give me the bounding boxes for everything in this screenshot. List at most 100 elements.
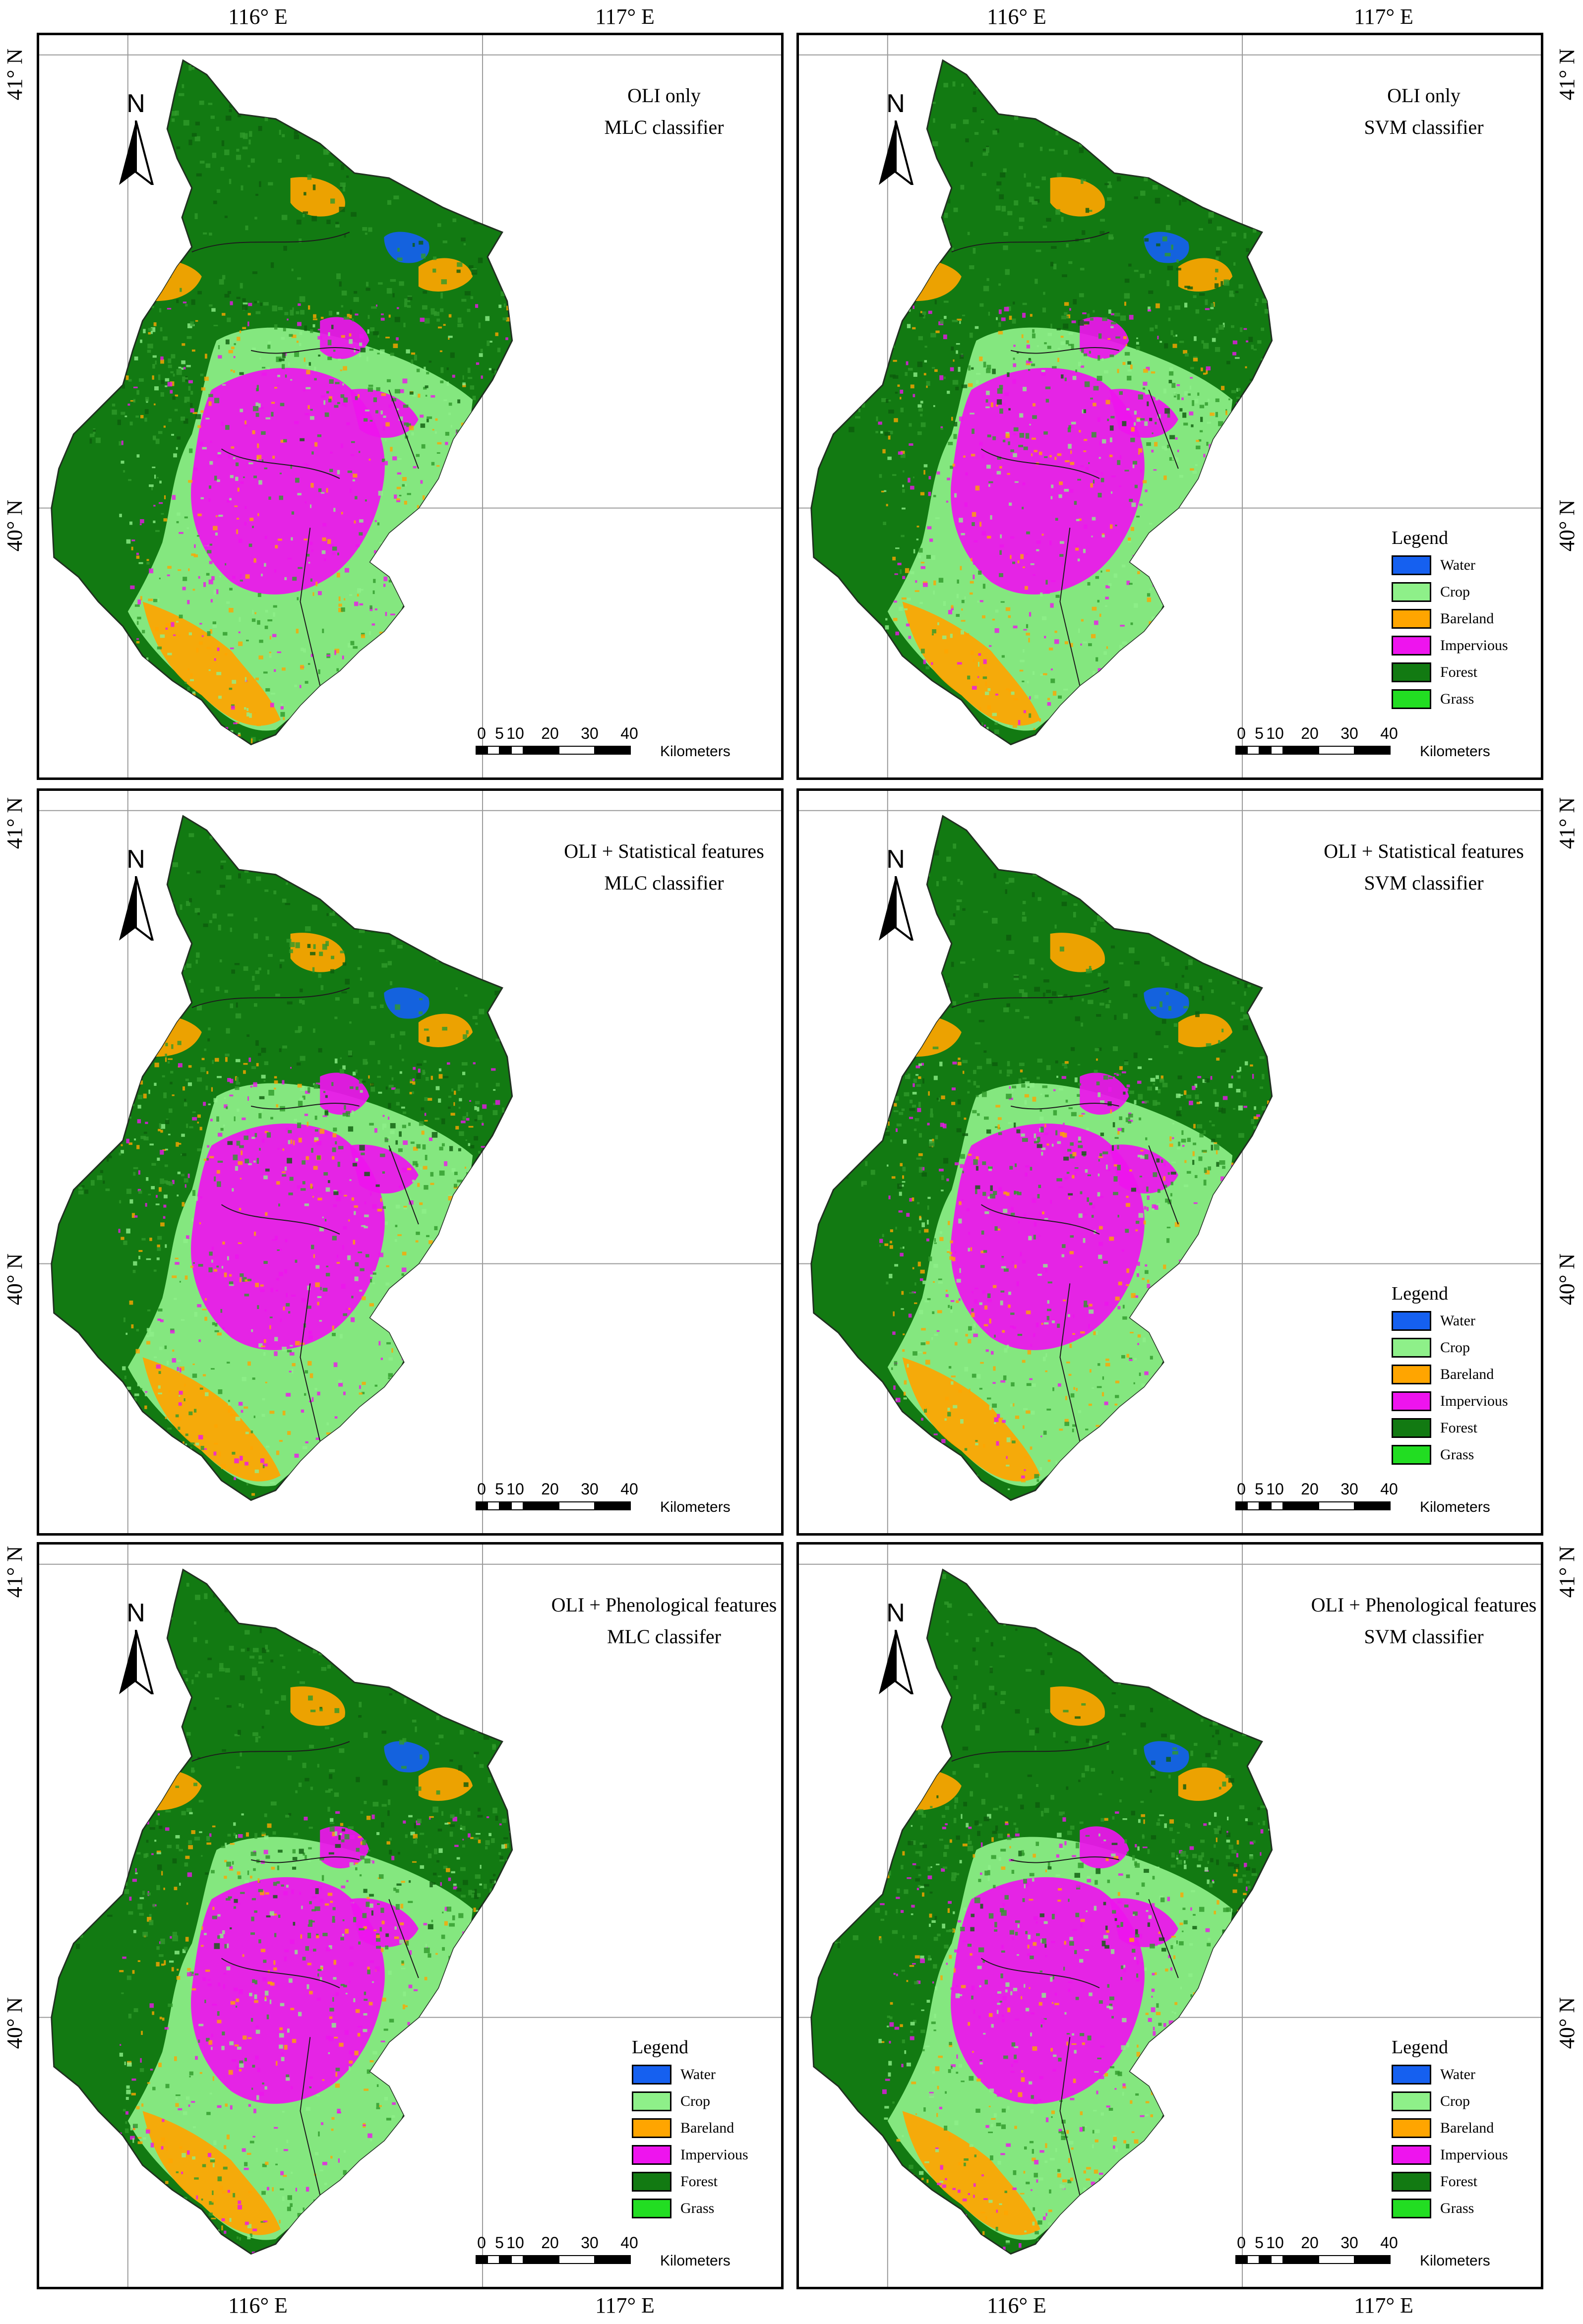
legend-label: Forest <box>1440 1420 1477 1436</box>
legend-label: Grass <box>1440 1446 1474 1463</box>
lat-label-41-left-r3: 41° N <box>2 1546 27 1598</box>
district-boundary <box>388 1145 419 1225</box>
legend-label: Water <box>1440 1312 1475 1329</box>
landcover-patch <box>951 367 1145 595</box>
legend-item: Forest <box>1392 2168 1540 2195</box>
legend-label: Bareland <box>680 2120 734 2136</box>
landcover-patch <box>384 1741 429 1773</box>
lat-label-41-right-r1: 41° N <box>1555 48 1579 101</box>
scale-tick-label: 30 <box>581 1480 599 1498</box>
north-arrow-icon: N <box>873 1599 918 1698</box>
scale-tick-label: 30 <box>581 724 599 742</box>
panel-title: OLI + Phenological features MLC classife… <box>550 1589 778 1653</box>
legend-swatch <box>632 2118 671 2138</box>
map-panel-oli-mlc: OLI only MLC classifier N 0 5 10 20 30 40 Kilo… <box>37 33 784 780</box>
landcover-patch <box>384 987 429 1019</box>
legend-swatch <box>632 2145 671 2165</box>
legend-label: Bareland <box>1440 1366 1494 1382</box>
scale-tick-label: 5 <box>1255 2234 1264 2252</box>
lat-label-40-right-r3: 40° N <box>1555 1997 1579 2049</box>
panel-title-line1: OLI only <box>627 84 701 107</box>
classification-map <box>799 791 1541 1533</box>
scale-tick-label: 0 <box>477 724 486 742</box>
lon-label-117-bottom-right: 117° E <box>1354 2293 1413 2318</box>
district-boundary <box>300 528 321 686</box>
north-arrow-label: N <box>126 845 145 874</box>
legend-swatch <box>1392 2172 1431 2192</box>
landcover-patch <box>290 933 345 972</box>
lat-label-40-right-r1: 40° N <box>1555 499 1579 552</box>
classification-map <box>39 791 781 1533</box>
legend-swatch <box>1392 2199 1431 2218</box>
classification-map <box>799 1545 1541 2287</box>
legend-item: Impervious <box>1392 2142 1540 2168</box>
district-boundary <box>191 1741 350 1762</box>
district-boundary <box>1010 347 1119 354</box>
legend-swatch <box>1392 662 1431 682</box>
scale-bar: 0 5 10 20 30 40 Kilometers <box>476 1480 731 1520</box>
panel-title-line2: SVM classifier <box>1364 1625 1484 1648</box>
panel-title: OLI + Statistical features SVM classifie… <box>1310 835 1538 899</box>
legend-item: Water <box>1392 1308 1540 1334</box>
district-boundary <box>1059 528 1081 686</box>
legend-item: Grass <box>1392 1441 1540 1468</box>
north-arrow-label: N <box>126 1599 145 1627</box>
legend: Legend Water Crop Bareland Impervious Forest G… <box>1392 1282 1540 1468</box>
district-boundary <box>1148 389 1179 469</box>
legend-swatch <box>1392 2145 1431 2165</box>
scale-tick-label: 0 <box>1237 724 1246 742</box>
legend-label: Water <box>680 2066 716 2083</box>
scale-tick-label: 10 <box>1266 724 1284 742</box>
district-boundary <box>980 448 1100 479</box>
scale-tick-label: 10 <box>506 2234 524 2252</box>
legend-item: Water <box>1392 2061 1540 2088</box>
map-panel-phenological-mlc: OLI + Phenological features MLC classife… <box>37 1542 784 2289</box>
scale-tick-label: 40 <box>1380 1480 1398 1498</box>
landcover-patch <box>1178 1013 1233 1047</box>
district-boundary <box>250 1103 360 1110</box>
legend-item: Forest <box>1392 659 1540 686</box>
scale-bar: 0 5 10 20 30 40 Kilometers <box>476 724 731 764</box>
legend-swatch <box>632 2199 671 2218</box>
legend-swatch <box>1392 2118 1431 2138</box>
scale-tick-label: 0 <box>1237 1480 1246 1498</box>
legend-label: Impervious <box>680 2146 748 2163</box>
landcover-patch <box>1109 1898 1178 1948</box>
scale-tick-label: 10 <box>506 724 524 742</box>
lat-label-40-left-r2: 40° N <box>2 1253 27 1306</box>
district-boundary <box>388 1899 419 1978</box>
scale-tick-label: 0 <box>477 2234 486 2252</box>
legend-item: Grass <box>1392 686 1540 713</box>
lat-label-40-right-r2: 40° N <box>1555 1253 1579 1306</box>
scale-tick-label: 40 <box>1380 2234 1398 2252</box>
legend-swatch <box>1392 1311 1431 1331</box>
landcover-patch <box>1109 1144 1178 1194</box>
landcover-patch <box>191 367 385 595</box>
north-arrow-icon: N <box>114 1599 158 1698</box>
district-boundary <box>300 2037 321 2195</box>
north-arrow-icon: N <box>873 90 918 189</box>
legend-swatch <box>632 2091 671 2111</box>
scale-tick-label: 40 <box>620 2234 638 2252</box>
scale-tick-label: 5 <box>495 1480 504 1498</box>
district-boundary <box>1059 1283 1081 1441</box>
lat-label-40-left-r1: 40° N <box>2 499 27 552</box>
legend-title: Legend <box>1392 528 1448 548</box>
landcover-patch <box>1050 177 1105 217</box>
panel-title-line1: OLI + Phenological features <box>551 1594 777 1616</box>
district-boundary <box>221 448 340 479</box>
scale-tick-label: 20 <box>541 2234 559 2252</box>
scale-bar: 0 5 10 20 30 40 Kilometers <box>1235 2234 1490 2273</box>
scale-bar-graphic <box>476 746 631 755</box>
district-boundary <box>951 1741 1110 1762</box>
scale-tick-label: 40 <box>620 1480 638 1498</box>
beijing-region <box>51 1568 513 2255</box>
district-boundary <box>1010 1856 1119 1863</box>
landcover-patch <box>418 1767 473 1801</box>
scale-tick-label: 10 <box>506 1480 524 1498</box>
lon-label-116-top-right: 116° E <box>987 4 1046 29</box>
lat-label-40-left-r3: 40° N <box>2 1997 27 2049</box>
legend-item: Bareland <box>632 2115 781 2142</box>
panel-title: OLI + Phenological features SVM classifi… <box>1310 1589 1538 1653</box>
north-arrow-icon: N <box>114 90 158 189</box>
